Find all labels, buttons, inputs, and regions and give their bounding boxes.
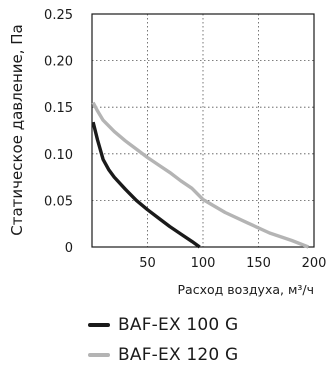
y-axis-label: Статическое давление, Па [8, 24, 26, 235]
x-tick-label: 100 [191, 256, 216, 271]
legend-swatch-baf-ex-100g [88, 323, 110, 327]
chart-legend: BAF-EX 100 G BAF-EX 120 G [88, 310, 318, 370]
legend-label: BAF-EX 120 G [118, 345, 239, 365]
pressure-flow-chart: 50 100 150 200 0 0.05 0.10 0.15 0.20 0.25 Расход … [8, 8, 326, 297]
x-tick-label: 50 [139, 256, 156, 271]
y-tick-label: 0.20 [44, 55, 73, 70]
series-lines [91, 101, 310, 249]
series-line-baf-ex-120-g [91, 101, 310, 249]
legend-label: BAF-EX 100 G [118, 315, 239, 335]
x-tick-label: 200 [302, 256, 326, 271]
x-tick-label: 150 [246, 256, 271, 271]
y-tick-label: 0.15 [44, 101, 73, 116]
tick-labels: 50 100 150 200 0 0.05 0.10 0.15 0.20 0.25 [44, 8, 326, 271]
plot-border [91, 13, 315, 248]
x-axis-label: Расход воздуха, м³/ч [178, 282, 314, 297]
y-tick-label: 0.10 [44, 148, 73, 163]
grid-lines [92, 14, 314, 247]
y-tick-label: 0.05 [44, 194, 73, 209]
y-tick-label: 0.25 [44, 8, 73, 23]
legend-item-baf-ex-120g: BAF-EX 120 G [88, 340, 318, 370]
legend-item-baf-ex-100g: BAF-EX 100 G [88, 310, 318, 340]
series-line-baf-ex-100-g [91, 121, 201, 249]
y-tick-label: 0 [65, 241, 73, 256]
legend-swatch-baf-ex-120g [88, 353, 110, 357]
